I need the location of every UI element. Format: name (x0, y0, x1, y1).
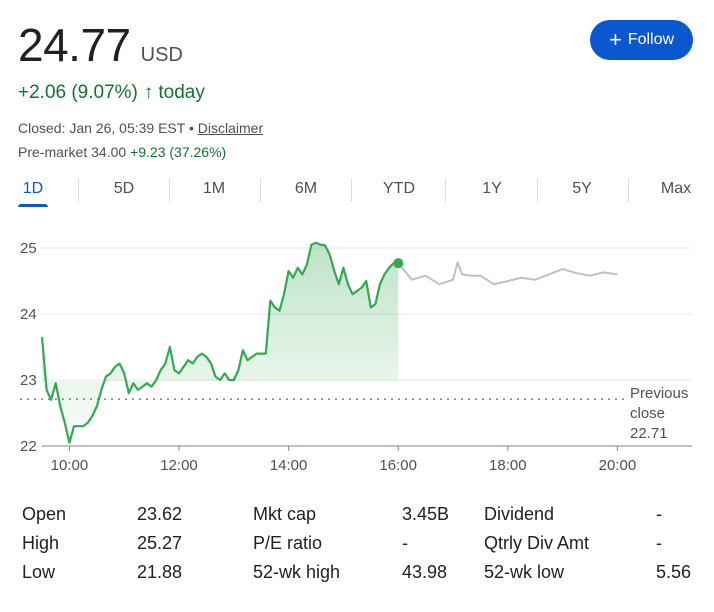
disclaimer-link[interactable]: Disclaimer (197, 120, 264, 136)
y-tick-label: 24 (20, 306, 37, 323)
current-price-marker (393, 258, 404, 269)
stat-value-low: 21.88 (137, 562, 183, 582)
price-change: +2.06 (9.07%) ↑ today (18, 82, 205, 104)
stat-row: Open 23.62 Mkt cap 3.45B Dividend - (22, 504, 702, 528)
x-tick-label: 10:00 (51, 457, 89, 474)
stat-value-mktcap: 3.45B (402, 504, 450, 524)
x-tick-label: 18:00 (489, 457, 527, 474)
regular-session-line (40, 241, 399, 444)
stat-value-pe: - (402, 533, 408, 553)
tab-divider (260, 178, 261, 202)
stat-value-high: 25.27 (137, 533, 183, 553)
after-hours-line (397, 261, 618, 286)
chart-labels: 22 23 24 25 10:00 12:00 14:00 16:00 18:00 20:00 Pr… (20, 240, 688, 474)
separator-bullet: • (188, 120, 194, 136)
closed-label: Closed: Jan 26, 05:39 EST (18, 120, 186, 136)
arrow-up-icon: ↑ (143, 82, 154, 103)
price-row: 24.77 USD (18, 22, 183, 68)
stat-label-52wk-low: 52-wk low (484, 562, 565, 582)
stat-value-52wk-low: 5.56 (656, 562, 692, 582)
stat-label-52wk-high: 52-wk high (253, 562, 341, 582)
tab-divider (628, 178, 629, 202)
stat-value-qtrly-div: - (656, 533, 662, 553)
chart-area (42, 242, 399, 443)
current-price: 24.77 (18, 19, 131, 71)
x-tick-label: 16:00 (379, 457, 417, 474)
previous-close-label: close (630, 405, 665, 422)
tab-divider (445, 178, 446, 202)
currency-label: USD (140, 44, 183, 66)
stat-label-dividend: Dividend (484, 504, 555, 524)
follow-button-label: Follow (627, 31, 675, 48)
y-tick-label: 25 (20, 240, 37, 257)
x-tick-label: 12:00 (160, 457, 198, 474)
x-tick-label: 14:00 (270, 457, 308, 474)
time-range-tabs: 1D 5D 1M 6M YTD 1Y 5Y Max (0, 176, 714, 208)
change-period: today (158, 82, 205, 103)
follow-button[interactable]: + Follow (590, 20, 693, 60)
premarket-info: Pre-market 34.00 +9.23 (37.26%) (18, 144, 226, 160)
stat-label-open: Open (22, 504, 67, 524)
active-tab-indicator (18, 204, 48, 207)
stat-label-low: Low (22, 562, 56, 582)
y-tick-label: 23 (20, 372, 37, 389)
stat-row: High 25.27 P/E ratio - Qtrly Div Amt - (22, 533, 702, 557)
x-tick-label: 20:00 (599, 457, 637, 474)
stat-label-pe: P/E ratio (253, 533, 323, 553)
stat-label-high: High (22, 533, 60, 553)
tab-1d[interactable]: 1D (22, 180, 44, 197)
stat-label-mktcap: Mkt cap (253, 504, 317, 524)
previous-close-label: Previous (630, 385, 688, 402)
y-tick-label: 22 (20, 438, 37, 455)
stat-value-open: 23.62 (137, 504, 183, 524)
stat-value-dividend: - (656, 504, 662, 524)
premarket-change: +9.23 (37.26%) (130, 144, 227, 160)
tab-divider (537, 178, 538, 202)
plus-icon: + (608, 27, 622, 52)
stat-value-52wk-high: 43.98 (402, 562, 448, 582)
tab-divider (78, 178, 79, 202)
tab-max[interactable]: Max (660, 180, 692, 197)
tab-ytd[interactable]: YTD (383, 180, 415, 197)
stat-row: Low 21.88 52-wk high 43.98 52-wk low 5.5… (22, 562, 702, 586)
premarket-label: Pre-market 34.00 (18, 144, 127, 160)
tab-divider (169, 178, 170, 202)
change-value: +2.06 (9.07%) (18, 82, 138, 103)
tab-5d[interactable]: 5D (113, 180, 135, 197)
tab-5y[interactable]: 5Y (572, 180, 592, 197)
previous-close-label: 22.71 (630, 425, 668, 442)
tab-1m[interactable]: 1M (202, 180, 226, 197)
price-chart[interactable]: 22 23 24 25 10:00 12:00 14:00 16:00 18:00 20:00 Pr… (0, 226, 714, 476)
tab-divider (351, 178, 352, 202)
regular-session-area (42, 242, 399, 443)
tab-1y[interactable]: 1Y (482, 180, 502, 197)
stat-label-qtrly-div: Qtrly Div Amt (484, 533, 590, 553)
market-status: Closed: Jan 26, 05:39 EST • Disclaimer (18, 120, 263, 136)
chart-lines (40, 241, 618, 444)
tab-6m[interactable]: 6M (294, 180, 318, 197)
